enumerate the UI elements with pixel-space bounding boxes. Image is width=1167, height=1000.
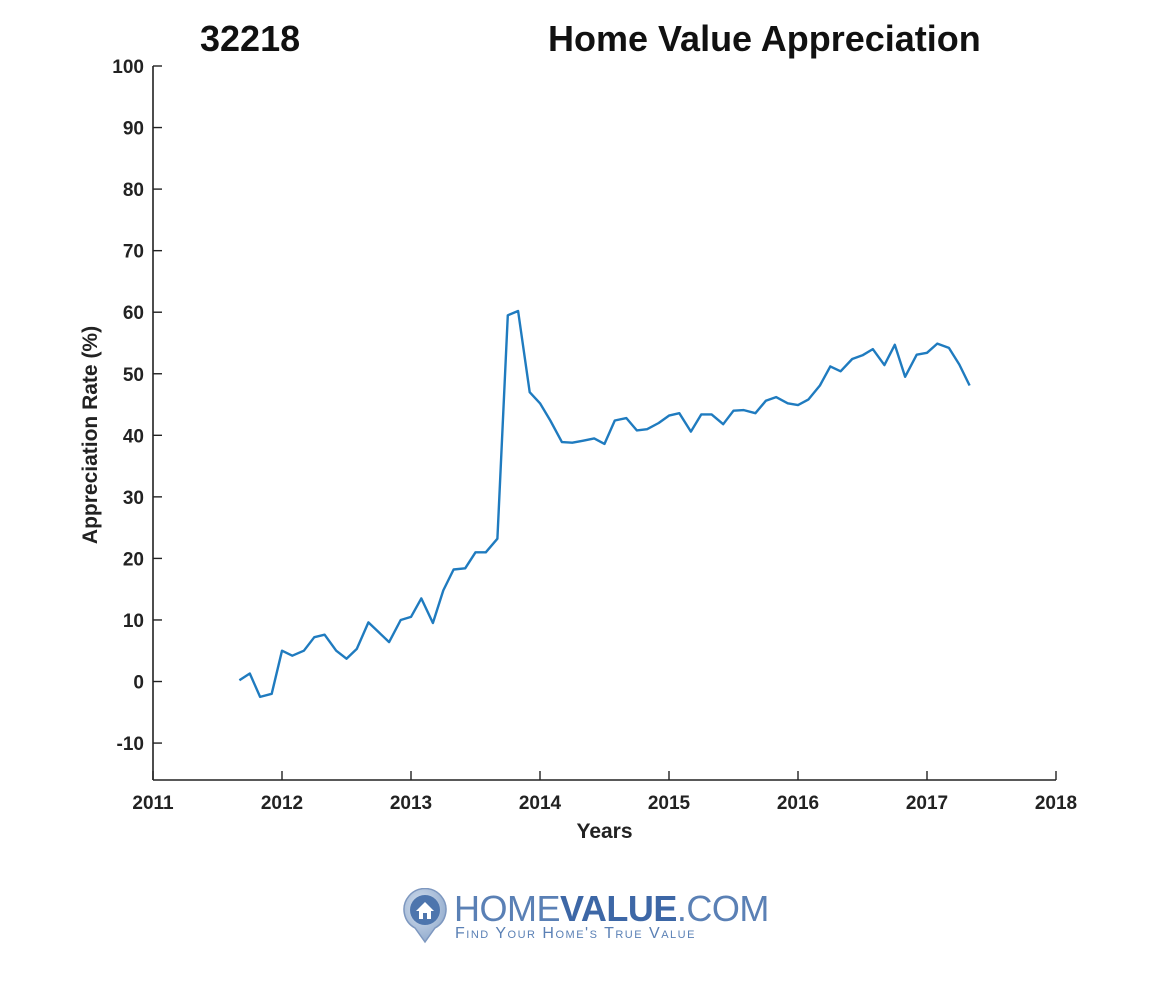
y-axis-label: Appreciation Rate (%) <box>79 326 102 544</box>
x-tick-label: 2018 <box>1035 793 1077 814</box>
house-pin-icon <box>403 888 447 944</box>
y-tick-label: 40 <box>123 426 144 447</box>
y-tick-label: 10 <box>123 611 144 632</box>
chart-axes <box>152 66 1056 781</box>
x-tick-label: 2015 <box>648 793 691 814</box>
y-tick-label: 70 <box>123 242 144 263</box>
logo-word-home: HOME <box>454 888 561 929</box>
x-tick-label: 2012 <box>261 793 303 814</box>
y-tick-label: 90 <box>123 119 144 140</box>
series-line <box>238 309 971 699</box>
y-tick-label: 50 <box>123 365 144 386</box>
x-tick-label: 2014 <box>519 793 562 814</box>
y-tick-label: -10 <box>117 734 144 755</box>
x-tick-label: 2017 <box>906 793 948 814</box>
homevalue-logo[interactable]: HOMEVALUE.COM Find Your Home's True Valu… <box>402 886 769 946</box>
y-tick-label: 20 <box>123 549 144 570</box>
x-tick-label: 2013 <box>390 793 432 814</box>
y-axis-ticks: -10 0 10 20 30 40 50 60 70 80 90 100 <box>112 57 162 755</box>
y-tick-label: 100 <box>112 57 144 78</box>
y-tick-label: 60 <box>123 303 144 324</box>
y-tick-label: 30 <box>123 488 144 509</box>
x-tick-label: 2016 <box>777 793 819 814</box>
x-axis-ticks: 2011 2012 2013 2014 2015 2016 2017 2018 <box>132 771 1077 814</box>
logo-wordmark: HOMEVALUE.COM <box>454 888 769 930</box>
zip-code-title: 32218 <box>200 18 301 59</box>
x-tick-label: 2011 <box>132 793 174 814</box>
logo-tagline: Find Your Home's True Value <box>455 925 696 942</box>
y-tick-label: 0 <box>133 673 144 694</box>
chart-title: Home Value Appreciation <box>548 18 981 59</box>
logo-word-value: VALUE <box>560 888 677 929</box>
y-tick-label: 80 <box>123 180 144 201</box>
x-axis-label: Years <box>576 820 632 843</box>
logo-word-com: .COM <box>676 888 770 929</box>
